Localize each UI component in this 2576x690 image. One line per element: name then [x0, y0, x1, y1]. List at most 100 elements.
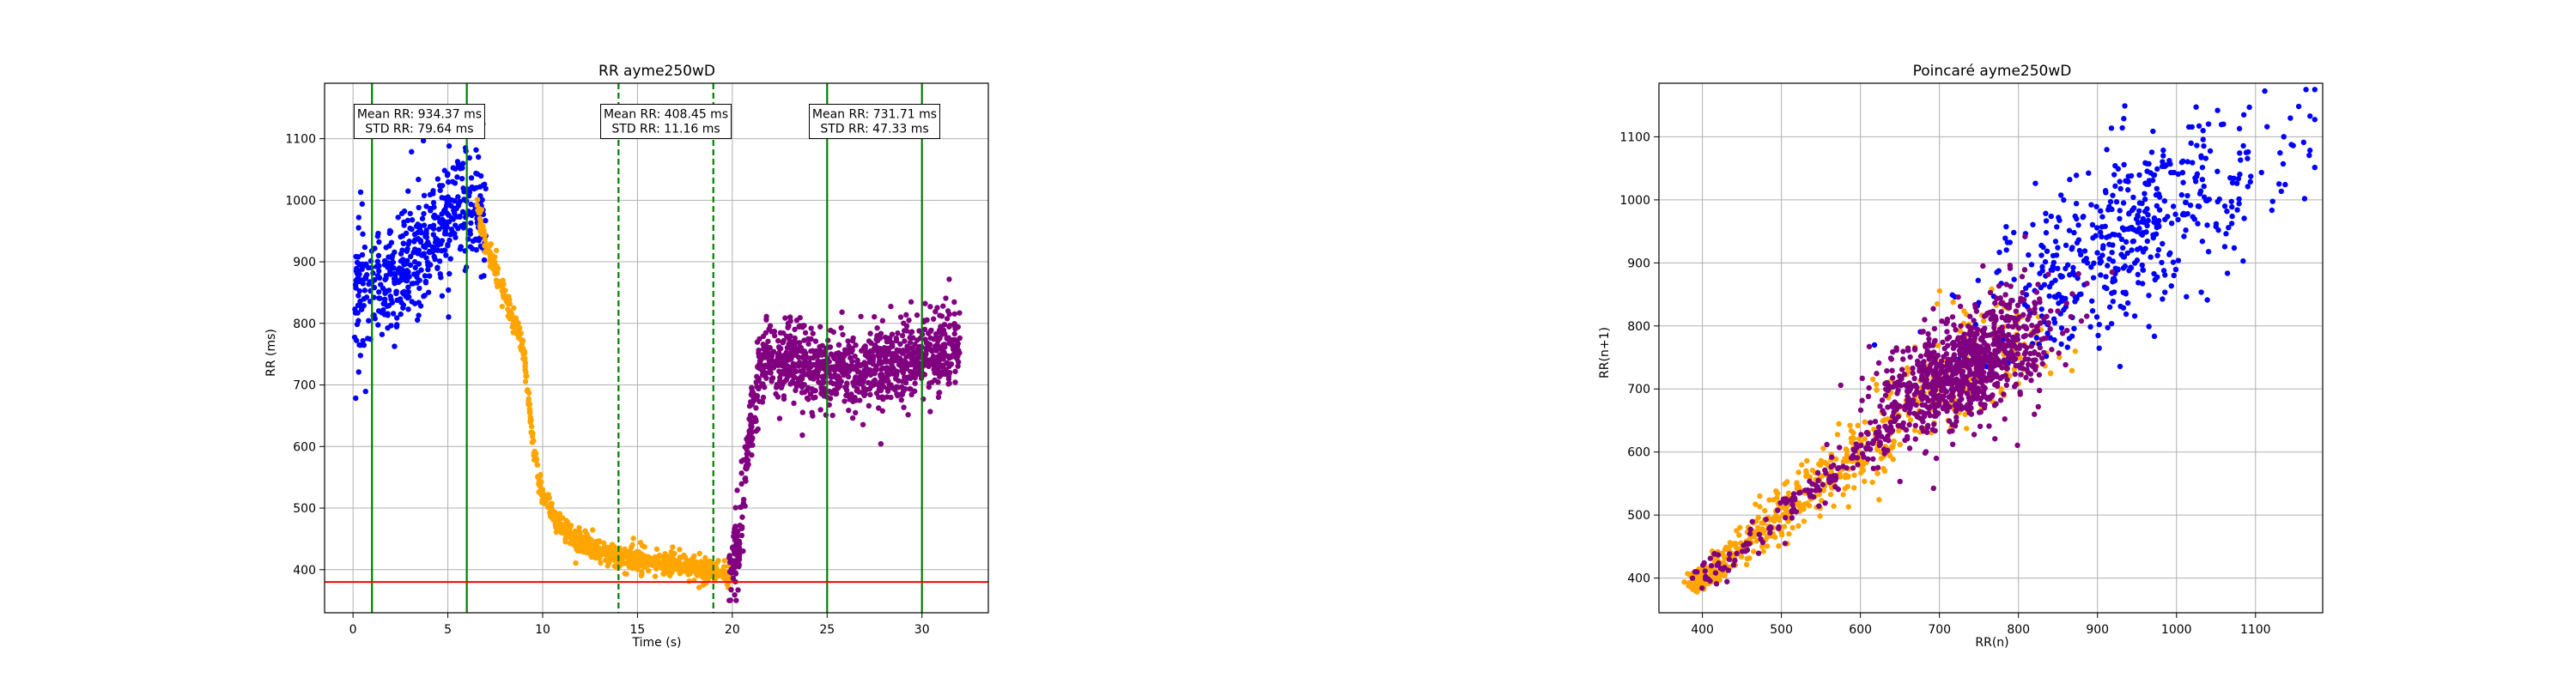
pc-point-series-0: [2099, 233, 2105, 240]
pc-point-series-0: [2091, 260, 2097, 266]
pc-point-series-1: [1844, 483, 1850, 490]
rr-point-series-0: [421, 192, 428, 199]
pc-point-series-0: [2117, 179, 2123, 185]
rr-point-series-0: [434, 176, 441, 182]
pc-point-series-1: [1735, 546, 1741, 553]
pc-point-series-2: [1953, 408, 1959, 414]
rr-point-series-2: [945, 376, 952, 382]
rr-point-series-2: [937, 312, 943, 318]
rr-point-series-2: [849, 337, 856, 344]
rr-point-series-0: [458, 244, 464, 250]
pc-point-series-2: [1755, 550, 1762, 556]
pc-point-series-0: [2231, 245, 2238, 251]
rr-point-series-0: [404, 257, 410, 263]
rr-point-series-1: [547, 502, 554, 509]
pc-point-series-0: [2043, 230, 2050, 236]
pc-point-series-0: [2044, 248, 2050, 254]
pc-point-series-2: [1953, 415, 1959, 421]
rr-point-series-0: [443, 252, 449, 258]
rr-point-series-2: [793, 318, 800, 324]
rr-point-series-0: [383, 245, 389, 251]
pc-point-series-0: [2073, 172, 2080, 179]
pc-point-series-0: [2201, 142, 2207, 149]
pc-point-series-2: [1726, 556, 1733, 562]
pc-point-series-2: [1945, 365, 1951, 371]
rr-y-tick-label: 500: [293, 502, 316, 516]
pc-point-series-0: [2240, 112, 2247, 118]
rr-point-series-2: [839, 369, 846, 376]
rr-point-series-0: [381, 262, 388, 268]
pc-point-series-2: [1981, 313, 1988, 319]
rr-point-series-2: [914, 357, 920, 364]
rr-point-series-2: [865, 354, 872, 360]
rr-point-series-1: [696, 584, 702, 590]
pc-point-series-1: [1786, 530, 1792, 537]
pc-point-series-2: [1957, 303, 1964, 310]
rr-point-series-1: [492, 268, 498, 275]
rr-point-series-2: [738, 470, 744, 476]
pc-point-series-0: [2058, 325, 2065, 331]
pc-point-series-0: [2048, 213, 2054, 220]
rr-point-series-2: [744, 466, 750, 472]
rr-point-series-2: [852, 364, 859, 370]
pc-point-series-0: [2198, 289, 2204, 295]
pc-point-series-1: [1743, 561, 1750, 568]
pc-point-series-2: [1944, 329, 1950, 335]
rr-point-series-2: [784, 350, 791, 356]
pc-point-series-2: [2003, 361, 2009, 367]
pc-point-series-2: [1994, 383, 2001, 390]
pc-point-series-2: [1891, 409, 1897, 415]
rr-point-series-2: [798, 373, 805, 380]
rr-point-series-1: [629, 542, 635, 548]
pc-point-series-2: [1987, 353, 1993, 360]
rr-point-series-0: [359, 201, 365, 207]
pc-point-series-0: [2161, 197, 2168, 204]
pc-point-series-2: [1949, 314, 1956, 320]
pc-point-series-0: [1949, 292, 1955, 298]
poincare-y-axis-label: RR(n+1): [1598, 327, 1612, 378]
pc-point-series-0: [2205, 249, 2212, 255]
rr-point-series-1: [629, 557, 635, 564]
pc-point-series-0: [2184, 192, 2190, 199]
pc-point-series-0: [2117, 208, 2123, 214]
rr-point-series-0: [354, 270, 361, 276]
pc-point-series-0: [2058, 192, 2064, 198]
pc-point-series-1: [2069, 367, 2075, 374]
pc-point-series-0: [2199, 164, 2206, 171]
rr-point-series-1: [696, 550, 702, 557]
pc-point-series-2: [1992, 371, 1999, 377]
pc-point-series-0: [2241, 215, 2247, 221]
pc-point-series-2: [2020, 289, 2026, 296]
pc-point-series-0: [2160, 159, 2166, 165]
rr-point-series-2: [854, 360, 860, 366]
rr-point-series-2: [754, 373, 760, 380]
pc-point-series-0: [2190, 214, 2196, 220]
rr-point-series-2: [926, 384, 933, 390]
pc-point-series-1: [1776, 543, 1782, 549]
rr-point-series-0: [352, 281, 359, 288]
rr-point-series-1: [668, 548, 674, 555]
pc-point-series-0: [2154, 252, 2160, 258]
pc-point-series-1: [1820, 445, 1826, 451]
pc-point-series-2: [1730, 562, 1737, 568]
rr-point-series-2: [844, 392, 851, 399]
rr-point-series-0: [445, 241, 451, 248]
pc-point-series-2: [1865, 431, 1871, 437]
rr-point-series-0: [473, 147, 479, 153]
pc-point-series-0: [2151, 333, 2158, 340]
pc-point-series-0: [2046, 293, 2052, 300]
rr-chart-title: RR ayme250wD: [598, 63, 715, 80]
rr-point-series-2: [756, 378, 762, 384]
pc-point-series-2: [1722, 565, 1728, 571]
poincare-x-axis-label: RR(n): [1975, 636, 2008, 650]
pc-point-series-2: [1708, 562, 1715, 569]
rr-point-series-0: [421, 210, 427, 217]
pc-point-series-2: [1866, 343, 1873, 350]
pc-point-series-0: [2150, 128, 2156, 135]
pc-point-series-2: [1865, 440, 1872, 447]
pc-point-series-2: [1831, 473, 1837, 479]
rr-point-series-2: [907, 339, 914, 346]
pc-point-series-0: [2200, 136, 2206, 142]
pc-point-series-2: [1840, 463, 1846, 469]
